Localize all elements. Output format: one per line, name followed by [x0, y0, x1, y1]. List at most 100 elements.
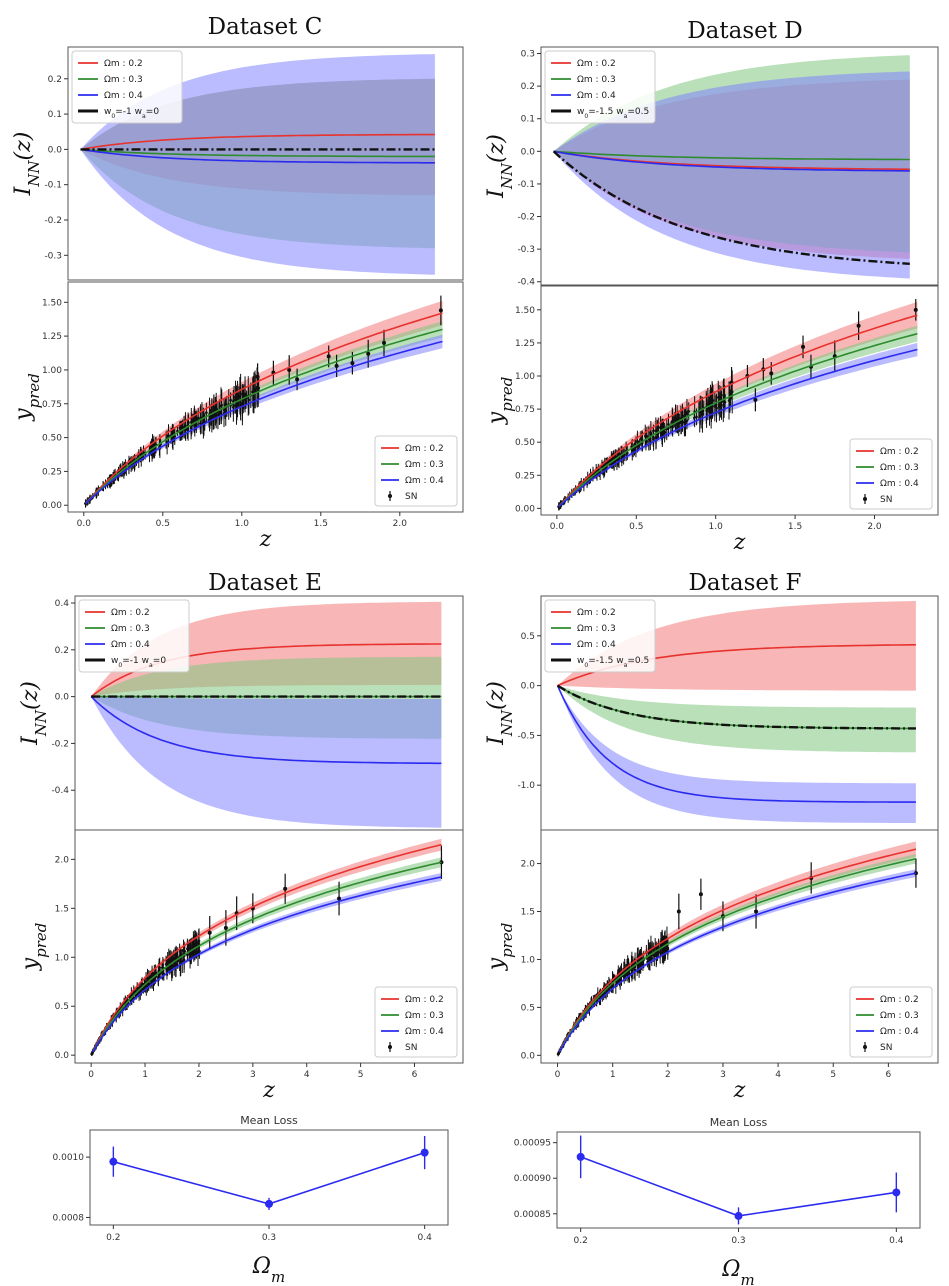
x-tick-label: 1.5 [314, 519, 328, 529]
label-part: =-1.5 [588, 107, 616, 117]
label-subscript: m [271, 1268, 285, 1286]
legend-box [544, 599, 656, 673]
sn-point [654, 953, 658, 956]
inn-subplot: -0.4 -0.3 -0.2 -0.1 0.0 0.1 0.2 0.3 INN(z) Ωm : 0… [484, 46, 939, 288]
mean-loss-chart-2: Mean Loss 0.00085 0.00090 0.00095 0.2 0.3 0.4 Ω… [514, 1116, 921, 1286]
x-tick-label: 0.4 [417, 1233, 432, 1243]
legend-label: Ωm : 0.4 [405, 1027, 444, 1037]
legend-label: Ωm : 0.3 [880, 463, 919, 473]
y-tick-label: 2.0 [521, 860, 536, 870]
y-tick-label: 1.50 [515, 306, 535, 316]
y-tick-label: 1.50 [42, 298, 62, 308]
y-tick-label: 0.4 [55, 599, 70, 609]
legend-box [71, 50, 183, 124]
label-part: Ω [252, 1254, 271, 1279]
legend-label: Ωm : 0.4 [111, 640, 150, 650]
sn-point [382, 340, 386, 345]
label-part: (z) [11, 132, 36, 161]
sn-point [769, 371, 774, 376]
sn-point [666, 946, 670, 950]
x-axis-label: z [733, 1078, 746, 1103]
y-tick-label: 0.2 [55, 646, 69, 656]
sn-point [662, 948, 665, 952]
y-tick-label: -0.3 [517, 245, 535, 255]
x-tick-label: 2 [665, 1070, 671, 1080]
sn-point [708, 410, 711, 413]
mean-loss-chart-1: Mean Loss 0.0008 0.0010 0.2 0.3 0.4 Ωm [53, 1114, 449, 1286]
label-part: y [11, 408, 36, 422]
inn-subplot: -0.4 -0.2 0.0 0.2 0.4 INN(z) Ωm : 0.2 Ωm : 0.3 Ω… [18, 595, 464, 831]
loss-line [113, 1151, 425, 1205]
x-tick-label: 1 [142, 1070, 148, 1080]
x-tick-label: 0.0 [550, 522, 565, 532]
y-tick-label: 1.5 [55, 904, 69, 914]
legend-label: SN [880, 1043, 892, 1053]
label-part: =-1 [122, 656, 141, 666]
y-axis-label: ypred [11, 373, 43, 422]
sn-point [239, 403, 242, 407]
legend: Ωm : 0.2Ωm : 0.3Ωm : 0.4w0=-1 wa=0 [71, 50, 183, 124]
label-part: w [111, 656, 118, 666]
label-subscript: pred [498, 377, 516, 412]
y-axis-label: INN(z) [484, 681, 516, 746]
line-blue [92, 876, 442, 1053]
y-tick-label: -0.2 [517, 213, 535, 223]
legend-label: w0=-1 wa=0 [104, 107, 159, 120]
panel-dataset-c: Dataset C -0.3 -0.2 -0.1 0.0 0.1 0.2 INN(z) Ωm :… [11, 14, 464, 552]
loss-line [580, 1156, 897, 1217]
sn-point [223, 925, 228, 930]
plot-frame [540, 829, 939, 1064]
sn-point [148, 975, 152, 978]
loss-point [420, 1148, 429, 1157]
line-blue [85, 340, 443, 505]
label-subscript: a [624, 113, 628, 120]
sn-point [191, 945, 195, 948]
y-tick-label: 0.75 [42, 400, 62, 410]
sn-point [144, 984, 148, 988]
line-green [80, 148, 435, 158]
sn-point [214, 407, 217, 410]
label-subscript: m [741, 1271, 755, 1286]
x-tick-label: 6 [886, 1070, 892, 1080]
sn-point [654, 436, 658, 439]
sn-point [651, 435, 655, 439]
sn-point [698, 892, 703, 897]
sn-point [255, 374, 260, 379]
sn-point [194, 418, 198, 422]
sn-point [719, 396, 723, 400]
loss-point [892, 1188, 901, 1197]
legend: Ωm : 0.2 Ωm : 0.3 Ωm : 0.4 SN [849, 438, 933, 510]
sn-point [295, 377, 300, 382]
plot-frame [540, 46, 939, 286]
y-tick-label: 0.5 [521, 632, 535, 642]
label-subscript: pred [498, 923, 516, 958]
sn-point [438, 308, 443, 313]
legend-label: Ωm : 0.2 [577, 59, 616, 69]
sn-point [171, 964, 174, 968]
y-tick-label: 0.0 [521, 1051, 536, 1061]
panel-title: Dataset E [208, 570, 322, 596]
label-part: y [484, 411, 509, 425]
x-axis-label: Ωm [721, 1257, 754, 1286]
label-subscript: a [624, 662, 628, 669]
x-tick-label: 2 [196, 1070, 202, 1080]
label-part: w [142, 656, 149, 666]
legend: Ωm : 0.2Ωm : 0.3Ωm : 0.4w0=-1.5 wa=0.5 [544, 599, 656, 673]
label-subscript: pred [25, 373, 43, 408]
y-tick-label: 0.00085 [514, 1210, 551, 1220]
y-tick-label: -0.4 [517, 278, 535, 288]
sn-point [207, 930, 212, 935]
y-tick-label: 0.1 [521, 115, 535, 125]
y-tick-label: 0.0 [55, 1051, 70, 1061]
sn-point [179, 961, 183, 964]
y-tick-label: 0.00 [42, 501, 62, 511]
line-red [558, 314, 918, 507]
line-green [558, 332, 918, 508]
sn-point [856, 323, 861, 328]
sn-point [366, 351, 371, 356]
legend-label: Ωm : 0.4 [577, 91, 616, 101]
sn-point [236, 397, 239, 401]
legend-label: w0=-1.5 wa=0.5 [577, 107, 649, 120]
